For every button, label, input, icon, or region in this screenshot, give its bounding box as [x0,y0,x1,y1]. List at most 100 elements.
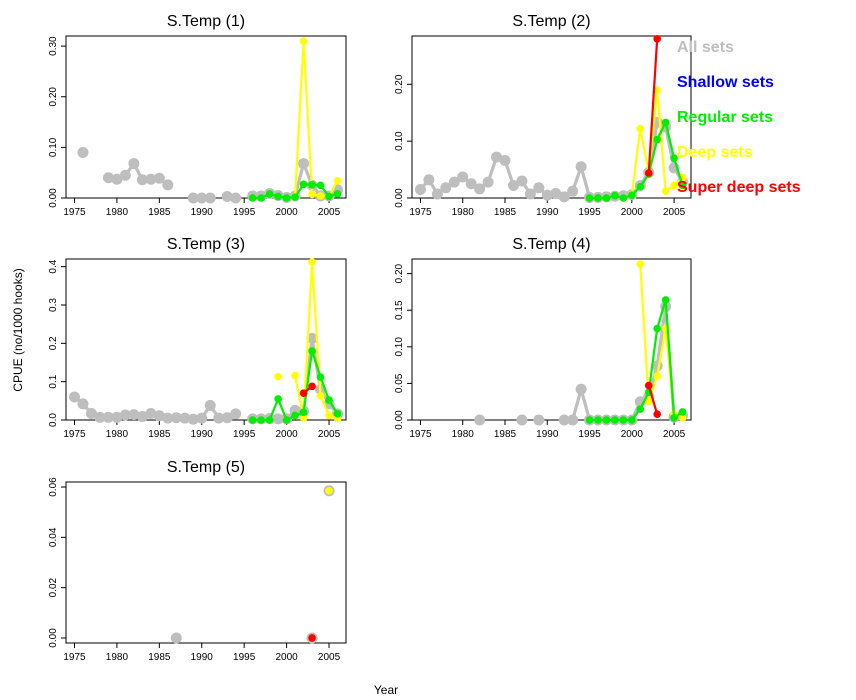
series-super-deep-sets [299,382,316,397]
panel-2: S.Temp (2) 1975 1980 1985 1990 1995 2000 2005 0.… [394,13,692,218]
data-point [636,182,645,191]
data-point [85,407,97,419]
legend-regular-sets: Regular sets [677,109,773,126]
data-point [128,409,140,421]
data-point [213,412,225,424]
data-point [274,372,282,381]
data-point [102,411,114,423]
x-tick-label: 1975 [409,207,432,218]
data-point [644,169,653,177]
data-point [333,410,342,418]
x-tick-label: 1985 [148,652,171,663]
data-point [299,37,308,45]
data-point [524,188,536,200]
data-point [170,412,182,424]
data-point [316,192,325,200]
data-point [111,173,123,185]
x-tick-label: 1995 [578,207,601,218]
y-tick-label: 0.0 [48,413,59,427]
x-tick-label: 1995 [578,429,601,440]
data-point [594,416,602,424]
x-tick-label: 1975 [409,429,432,440]
x-tick-label: 2005 [318,652,341,663]
data-point [585,416,594,424]
data-point [128,158,140,170]
data-point [77,146,89,158]
data-point [670,181,678,190]
data-point [653,135,661,144]
data-point [119,409,131,421]
y-tick-label: 0.4 [48,259,59,273]
data-point [119,169,131,181]
y-tick-label: 0.00 [48,628,59,648]
data-point [507,179,519,191]
data-point [594,194,602,202]
data-point [230,192,242,204]
data-point [204,399,216,411]
x-tick-label: 2000 [275,652,298,663]
x-tick-label: 1990 [191,429,214,440]
y-tick-label: 0.20 [394,74,405,94]
data-point [644,381,653,390]
data-point [678,414,687,422]
data-point [474,414,486,426]
data-point [265,416,274,424]
legend-shallow-sets: Shallow sets [677,74,774,91]
data-point [423,174,435,186]
data-point [308,258,316,266]
x-tick-label: 1995 [233,652,256,663]
data-point [162,412,174,424]
panel-title: S.Temp (4) [512,236,590,253]
data-point [308,382,316,391]
y-tick-label: 0.02 [48,577,59,597]
data-point [68,391,80,403]
y-axis-label: CPUE (no/1000 hooks) [11,268,25,391]
data-point [196,192,208,204]
data-point [282,416,291,424]
data-point [325,487,333,495]
data-point [145,407,157,419]
panel-title: S.Temp (2) [512,13,590,30]
y-tick-label: 0.00 [394,410,405,430]
x-tick-label: 2000 [621,207,644,218]
data-point [248,194,257,202]
data-point [111,411,123,423]
data-point [187,192,199,204]
data-point [636,124,645,133]
data-point [636,260,645,268]
data-point [516,414,528,426]
x-tick-label: 1975 [63,652,86,663]
data-point [414,183,426,195]
data-point [670,414,678,422]
data-point [102,172,114,184]
data-point [533,414,545,426]
x-tick-label: 1980 [106,207,129,218]
data-point [628,191,636,199]
x-tick-label: 1990 [191,207,214,218]
y-tick-label: 0.2 [48,336,59,350]
panel-5: S.Temp (5) 1975 1980 1985 1990 1995 2000 2005 0.… [48,459,347,663]
y-tick-label: 0.30 [48,36,59,56]
data-point [567,414,579,426]
data-point [308,181,316,189]
data-point [179,412,191,424]
data-point [619,416,628,424]
data-point [644,397,653,406]
data-point [457,171,469,183]
data-point [162,179,174,191]
x-tick-label: 2005 [663,429,686,440]
series-super-deep-sets [644,35,661,177]
y-tick-label: 0.05 [394,373,405,393]
series-regular-sets [248,180,342,202]
series-line [647,385,659,415]
series-deep-sets [325,487,333,495]
data-point [585,194,594,202]
data-point [299,408,308,417]
data-point [558,414,570,426]
x-tick-label: 1980 [106,429,129,440]
data-point [316,181,325,190]
y-tick-label: 0.00 [48,188,59,208]
panels: S.Temp (1) 1975 1980 1985 1990 1995 2000 2005 0.… [48,13,692,663]
x-tick-label: 1990 [191,652,214,663]
